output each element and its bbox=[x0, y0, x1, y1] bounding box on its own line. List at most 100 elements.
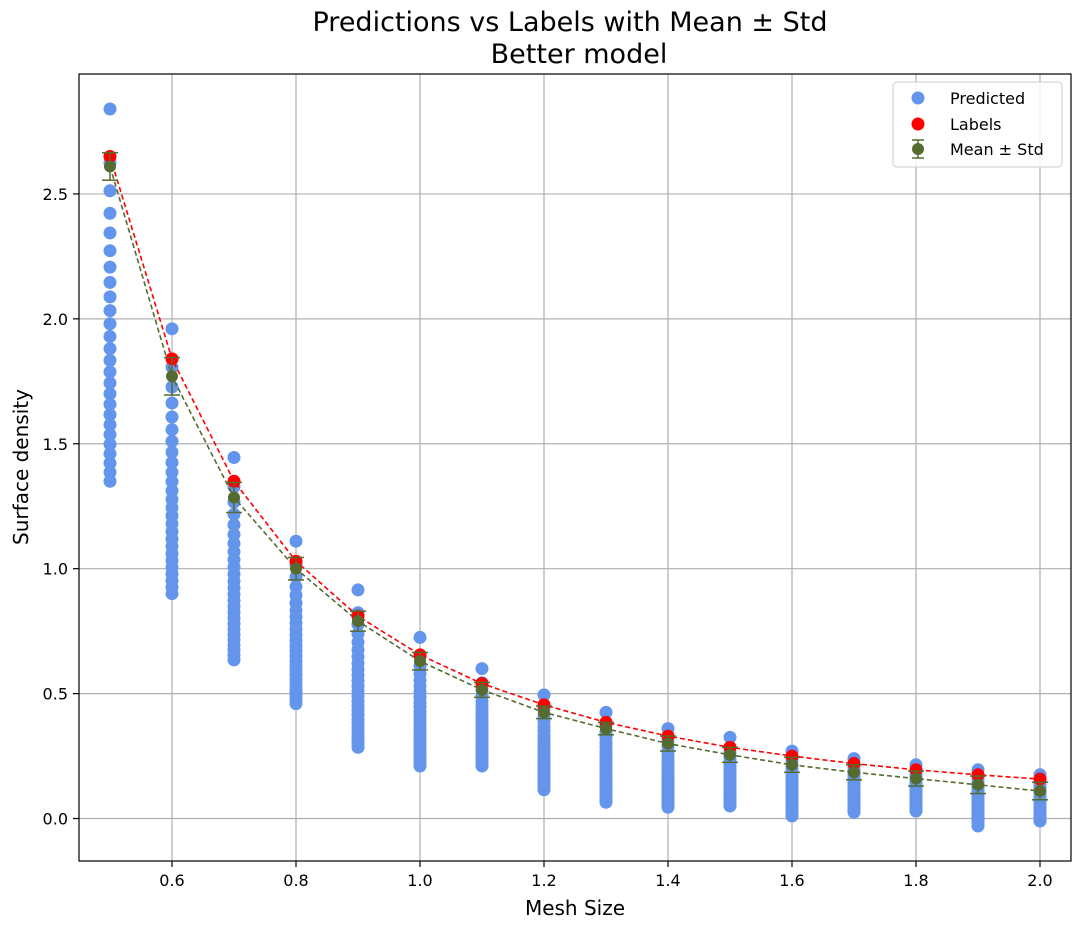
predicted-point bbox=[103, 408, 117, 422]
x-axis-label: Mesh Size bbox=[525, 896, 625, 920]
predicted-point bbox=[165, 396, 179, 410]
predicted-point bbox=[165, 410, 179, 424]
predicted-point bbox=[103, 456, 117, 470]
x-tick-label: 0.8 bbox=[283, 871, 308, 890]
predicted-point bbox=[165, 445, 179, 459]
x-tick-label: 1.6 bbox=[779, 871, 804, 890]
legend-marker-mean bbox=[912, 139, 924, 159]
predicted-point bbox=[537, 783, 551, 797]
predicted-point bbox=[971, 819, 985, 833]
predicted-point bbox=[103, 353, 117, 367]
predicted-point bbox=[103, 244, 117, 258]
predicted-point bbox=[103, 418, 117, 432]
y-tick-label: 1.5 bbox=[43, 435, 68, 454]
predicted-point bbox=[103, 465, 117, 479]
label-point bbox=[909, 763, 923, 777]
x-tick-label: 2.0 bbox=[1027, 871, 1052, 890]
predicted-point bbox=[103, 428, 117, 442]
predicted-point bbox=[723, 799, 737, 813]
predicted-point bbox=[103, 376, 117, 390]
plot-frame bbox=[78, 73, 1072, 862]
y-tick-label: 1.0 bbox=[43, 560, 68, 579]
chart-subtitle: Better model bbox=[491, 39, 668, 70]
predicted-point bbox=[227, 653, 241, 667]
predicted-point bbox=[289, 534, 303, 548]
label-point bbox=[971, 768, 985, 782]
mean-point bbox=[848, 766, 860, 779]
predicted-point bbox=[351, 740, 365, 754]
legend-box bbox=[892, 81, 1063, 168]
predicted-point bbox=[103, 304, 117, 318]
y-tick-label: 2.5 bbox=[43, 185, 68, 204]
mean-point bbox=[476, 683, 488, 696]
axes: 0.6 0.8 1.0 1.2 1.4 1.6 1.8 2.0 0.0 0.5 1.0 1.5 2.0 2… bbox=[43, 73, 1072, 890]
predicted-point bbox=[599, 795, 613, 809]
mean-point bbox=[910, 772, 922, 785]
labels-line bbox=[109, 156, 1041, 780]
mean-point bbox=[1034, 785, 1046, 798]
predicted-point bbox=[103, 184, 117, 198]
label-point bbox=[785, 749, 799, 763]
predicted-point bbox=[227, 528, 241, 542]
predicted-point bbox=[165, 322, 179, 336]
predicted-point bbox=[227, 507, 241, 521]
predicted-point bbox=[103, 387, 117, 401]
predicted-point bbox=[847, 805, 861, 819]
predicted-point bbox=[227, 451, 241, 465]
predicted-point bbox=[537, 688, 551, 702]
plot-data bbox=[102, 102, 1048, 833]
y-tick-label: 0.0 bbox=[43, 810, 68, 829]
predicted-point bbox=[103, 290, 117, 304]
x-tick-label: 1.2 bbox=[531, 871, 556, 890]
mean-point bbox=[414, 655, 426, 668]
y-tick-label: 2.0 bbox=[43, 310, 68, 329]
predicted-point bbox=[103, 437, 117, 451]
predicted-point bbox=[103, 260, 117, 274]
x-tick-label: 1.0 bbox=[407, 871, 432, 890]
mean-point bbox=[166, 370, 178, 383]
label-point bbox=[227, 474, 241, 488]
mean-point bbox=[538, 706, 550, 719]
legend-marker-labels bbox=[911, 117, 925, 131]
predicted-point bbox=[723, 730, 737, 744]
predicted-point bbox=[103, 102, 117, 116]
predicted-point bbox=[165, 475, 179, 489]
mean-point bbox=[786, 758, 798, 771]
predicted-point bbox=[103, 275, 117, 289]
predicted-point bbox=[165, 465, 179, 479]
legend-marker-predicted bbox=[911, 91, 925, 105]
x-tick-label: 1.8 bbox=[903, 871, 928, 890]
mean-point bbox=[228, 491, 240, 504]
chart-title: Predictions vs Labels with Mean ± Std bbox=[313, 7, 828, 38]
predicted-point bbox=[165, 434, 179, 448]
predicted-point bbox=[103, 329, 117, 343]
predicted-point bbox=[103, 317, 117, 331]
legend-label-predicted: Predicted bbox=[950, 89, 1025, 108]
legend-label-mean: Mean ± Std bbox=[950, 140, 1044, 159]
predicted-point bbox=[475, 662, 489, 676]
mean-point bbox=[724, 748, 736, 761]
predicted-point bbox=[103, 447, 117, 461]
predicted-point bbox=[475, 759, 489, 773]
mean-point bbox=[104, 160, 116, 173]
predicted-point bbox=[165, 456, 179, 470]
predicted-point bbox=[165, 587, 179, 601]
predicted-point bbox=[103, 474, 117, 488]
mean-point bbox=[352, 615, 364, 628]
y-axis-label: Surface density bbox=[9, 389, 33, 545]
predicted-point bbox=[909, 804, 923, 818]
predicted-point bbox=[1033, 814, 1047, 828]
predicted-point bbox=[103, 206, 117, 220]
predicted-point bbox=[661, 800, 675, 814]
predicted-point bbox=[165, 423, 179, 437]
mean-line bbox=[109, 166, 1041, 792]
predicted-point bbox=[227, 518, 241, 532]
predicted-point bbox=[599, 705, 613, 719]
mean-point bbox=[290, 562, 302, 575]
label-point bbox=[847, 757, 861, 771]
x-tick-label: 1.4 bbox=[655, 871, 680, 890]
predicted-point bbox=[103, 397, 117, 411]
mean-point bbox=[600, 722, 612, 735]
legend-label-labels: Labels bbox=[950, 115, 1002, 134]
